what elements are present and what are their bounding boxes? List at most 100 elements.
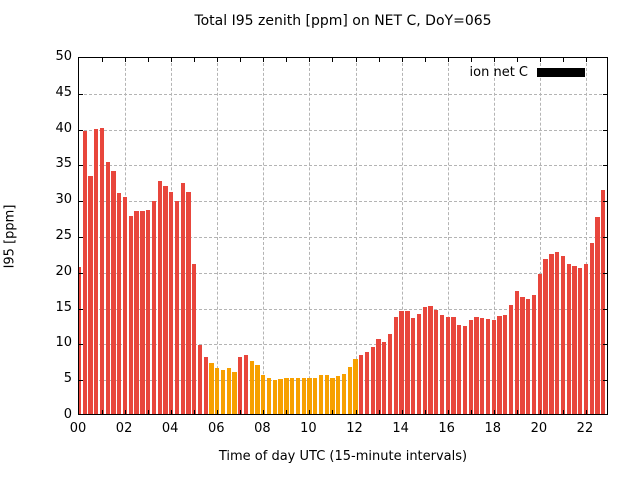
y-tick-mark bbox=[79, 237, 83, 238]
y-tick-mark bbox=[603, 308, 607, 310]
data-bar bbox=[497, 315, 502, 414]
data-bar bbox=[290, 378, 295, 414]
x-tick-mark bbox=[102, 58, 104, 62]
x-tick-mark bbox=[424, 410, 426, 414]
chart-title: Total I95 zenith [ppm] on NET C, DoY=065 bbox=[194, 13, 492, 29]
data-bar bbox=[520, 296, 525, 414]
y-tick-label: 40 bbox=[55, 120, 72, 136]
vertical-gridline bbox=[539, 58, 541, 414]
data-bar bbox=[434, 310, 439, 414]
vertical-gridline bbox=[401, 58, 403, 414]
data-bar bbox=[503, 315, 508, 414]
data-bar bbox=[422, 307, 427, 414]
y-tick-label: 45 bbox=[55, 84, 72, 100]
data-bar bbox=[347, 366, 352, 414]
data-bar bbox=[157, 180, 162, 414]
data-bar bbox=[313, 377, 318, 414]
data-bar bbox=[186, 192, 191, 414]
data-bar bbox=[462, 325, 468, 414]
x-tick-mark bbox=[309, 410, 311, 414]
data-bar bbox=[122, 197, 128, 414]
vertical-gridline bbox=[217, 58, 219, 414]
data-bar bbox=[572, 265, 577, 414]
vertical-gridline bbox=[309, 58, 311, 414]
x-tick-mark bbox=[309, 58, 311, 62]
data-bar bbox=[220, 370, 226, 414]
data-bar bbox=[128, 215, 133, 414]
y-tick-mark bbox=[603, 93, 607, 95]
horizontal-gridline bbox=[79, 201, 607, 203]
x-tick-mark bbox=[447, 58, 449, 62]
data-bar bbox=[439, 314, 445, 414]
data-bar bbox=[601, 189, 606, 414]
data-bar bbox=[560, 255, 566, 414]
horizontal-gridline bbox=[79, 165, 607, 167]
data-bar bbox=[255, 365, 260, 414]
data-bar bbox=[537, 274, 543, 414]
y-tick-label: 35 bbox=[55, 156, 72, 172]
data-bar bbox=[209, 363, 214, 414]
y-tick-mark bbox=[603, 272, 607, 274]
x-tick-mark bbox=[401, 58, 403, 62]
data-bar bbox=[485, 318, 491, 414]
y-tick-mark bbox=[79, 201, 83, 203]
x-tick-label: 06 bbox=[207, 421, 225, 436]
data-bar bbox=[578, 267, 583, 414]
x-tick-mark bbox=[378, 410, 380, 414]
x-tick-mark bbox=[355, 410, 357, 414]
y-tick-mark bbox=[79, 380, 83, 382]
data-bar bbox=[370, 346, 375, 414]
data-bar bbox=[238, 357, 243, 414]
data-bar bbox=[387, 333, 393, 414]
x-tick-mark bbox=[447, 410, 449, 414]
y-tick-mark bbox=[603, 344, 607, 346]
x-tick-mark bbox=[585, 410, 587, 414]
y-tick-label: 50 bbox=[55, 49, 72, 64]
x-tick-mark bbox=[217, 410, 219, 414]
data-bar bbox=[249, 361, 254, 414]
vertical-gridline bbox=[355, 58, 357, 414]
x-tick-mark bbox=[401, 410, 403, 414]
data-bar bbox=[555, 252, 560, 414]
horizontal-gridline bbox=[79, 308, 607, 310]
data-bar bbox=[272, 379, 278, 414]
x-tick-label: 10 bbox=[300, 421, 317, 436]
data-bar bbox=[416, 313, 422, 414]
vertical-gridline bbox=[263, 58, 265, 414]
data-bar bbox=[174, 201, 180, 414]
data-bar bbox=[266, 378, 272, 414]
y-tick-mark bbox=[603, 165, 607, 167]
y-tick-mark bbox=[79, 93, 83, 95]
x-tick-label: 16 bbox=[438, 421, 455, 436]
data-bar bbox=[359, 354, 364, 414]
x-tick-mark bbox=[194, 58, 196, 62]
data-bar bbox=[180, 182, 185, 414]
data-bar bbox=[169, 192, 174, 414]
data-bar bbox=[428, 305, 433, 414]
horizontal-gridline bbox=[79, 93, 607, 95]
plot-area: ion net C bbox=[78, 57, 608, 415]
y-tick-label: 0 bbox=[63, 407, 72, 422]
x-tick-mark bbox=[378, 58, 380, 62]
data-bar bbox=[151, 200, 157, 414]
data-bar bbox=[284, 377, 289, 414]
x-tick-mark bbox=[102, 410, 104, 414]
data-bar bbox=[399, 310, 404, 414]
x-tick-mark bbox=[562, 58, 564, 62]
x-tick-mark bbox=[148, 58, 150, 62]
data-bar bbox=[508, 305, 514, 414]
data-bar bbox=[318, 374, 324, 414]
y-tick-label: 25 bbox=[55, 228, 72, 243]
vertical-gridline bbox=[585, 58, 587, 414]
data-bar bbox=[491, 320, 496, 414]
data-bar bbox=[324, 375, 329, 414]
data-bar bbox=[99, 127, 105, 414]
y-tick-mark bbox=[603, 237, 607, 238]
x-tick-mark bbox=[286, 410, 288, 414]
y-tick-label: 15 bbox=[55, 299, 72, 315]
x-tick-mark bbox=[516, 58, 518, 62]
data-bar bbox=[105, 162, 110, 414]
x-tick-mark bbox=[470, 58, 472, 62]
x-tick-mark bbox=[125, 58, 127, 62]
